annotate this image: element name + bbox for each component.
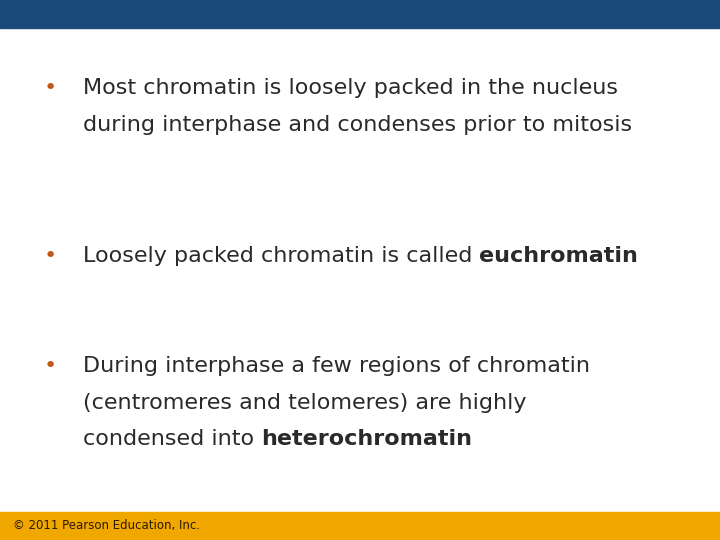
Text: during interphase and condenses prior to mitosis: during interphase and condenses prior to… [83,115,632,135]
Text: Most chromatin is loosely packed in the nucleus: Most chromatin is loosely packed in the … [83,78,618,98]
Bar [0,0,720,28]
Text: •: • [44,356,57,376]
Text: •: • [44,78,57,98]
Text: (centromeres and telomeres) are highly: (centromeres and telomeres) are highly [83,393,526,413]
Text: Loosely packed chromatin is called: Loosely packed chromatin is called [83,246,480,266]
Text: heterochromatin: heterochromatin [261,429,472,449]
Text: During interphase a few regions of chromatin: During interphase a few regions of chrom… [83,356,590,376]
Bar [0,512,720,540]
Text: © 2011 Pearson Education, Inc.: © 2011 Pearson Education, Inc. [13,519,200,532]
Text: condensed into: condensed into [83,429,261,449]
Text: •: • [44,246,57,266]
Text: euchromatin: euchromatin [480,246,638,266]
